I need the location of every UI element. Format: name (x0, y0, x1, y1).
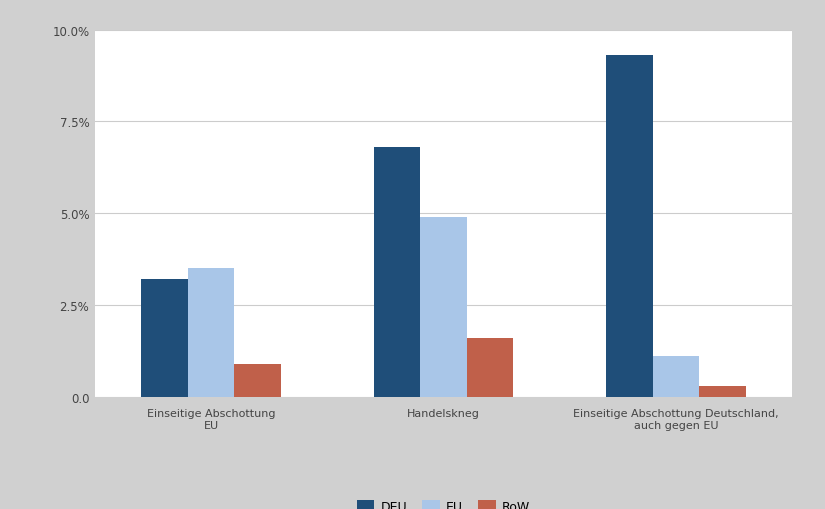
Bar (141, 280, 188, 397)
Bar (234, 364, 280, 397)
Legend: DEU, EU, RoW: DEU, EU, RoW (352, 495, 535, 509)
Bar (420, 217, 467, 397)
Bar (606, 56, 653, 397)
Bar (374, 148, 420, 397)
Bar (653, 357, 699, 397)
Bar (699, 386, 746, 397)
Bar (467, 338, 513, 397)
Bar (188, 269, 234, 397)
